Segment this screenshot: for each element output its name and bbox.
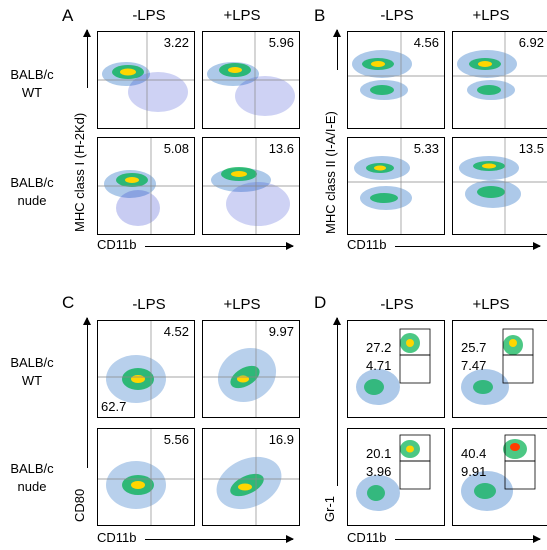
plot-d-wt-plus-lps: 25.7 7.47 [452, 320, 547, 418]
plot-a-nude-plus-lps: 13.6 [202, 137, 300, 235]
density-scatter [453, 138, 547, 234]
panel-d-col-minus-lps: -LPS [380, 296, 414, 313]
panel-b-col-minus-lps: -LPS [380, 7, 414, 24]
panel-c-ylabel: CD80 [72, 489, 87, 522]
panel-a-xlabel: CD11b [97, 237, 137, 252]
gate-value-upper: 40.4 [461, 446, 487, 461]
density-scatter [203, 321, 299, 417]
density-scatter [348, 32, 444, 128]
panel-a-row-wt: BALB/c WT [10, 67, 54, 100]
ylabel-text: CD80 [72, 488, 87, 522]
quadrant-value: 6.92 [518, 35, 544, 50]
quadrant-value: 4.52 [163, 324, 189, 339]
panel-d-col-plus-lps: +LPS [472, 296, 510, 313]
plot-b-nude-minus-lps: 5.33 [347, 137, 445, 235]
quadrant-value: 3.22 [163, 35, 189, 50]
density-scatter [356, 328, 431, 405]
gate-value-upper: 25.7 [461, 340, 487, 355]
panel-a-row-nude: BALB/c nude [10, 175, 54, 208]
panel-b-label: B [314, 6, 326, 25]
gate-value-lower: 7.47 [461, 358, 487, 373]
gate-value-upper: 27.2 [366, 340, 392, 355]
gate-value-upper: 20.1 [366, 446, 392, 461]
panel-a-y-arrow [83, 29, 91, 88]
plot-a-wt-minus-lps: 3.22 [97, 31, 195, 129]
density-scatter [98, 32, 194, 128]
quadrant-value: 5.96 [268, 35, 294, 50]
plot-c-nude-minus-lps: 5.56 [97, 428, 195, 526]
plot-d-nude-plus-lps: 40.4 9.91 [452, 428, 547, 526]
density-scatter [203, 32, 299, 128]
panel-b-y-arrow [333, 29, 341, 70]
panel-a-label: A [62, 6, 74, 25]
panel-c-x-arrow [145, 535, 294, 543]
panel-d-x-arrow [395, 535, 541, 543]
quadrant-value: 5.56 [163, 432, 189, 447]
density-scatter [453, 32, 547, 128]
panel-d-label: D [314, 293, 327, 312]
ylabel-text: MHC class II (I-A/I-E) [323, 111, 338, 234]
panel-d-y-arrow [333, 317, 341, 486]
panel-b-x-arrow [395, 242, 541, 250]
panel-c-col-minus-lps: -LPS [132, 296, 166, 313]
quadrant-value: 4.56 [413, 35, 439, 50]
density-scatter [203, 429, 299, 525]
panel-c-label: C [62, 293, 75, 312]
panel-c-row-nude: BALB/c nude [10, 461, 54, 494]
plot-b-nude-plus-lps: 13.5 [452, 137, 547, 235]
panel-d-ylabel: Gr-1 [322, 496, 337, 522]
plot-d-nude-minus-lps: 20.1 3.96 [347, 428, 445, 526]
ylabel-text: Gr-1 [322, 496, 337, 522]
density-scatter [461, 434, 536, 511]
plot-b-wt-plus-lps: 6.92 [452, 31, 547, 129]
plot-c-nude-plus-lps: 16.9 [202, 428, 300, 526]
plot-a-nude-minus-lps: 5.08 [97, 137, 195, 235]
ylabel-text: MHC class I (H-2Kd) [72, 112, 87, 232]
panel-a-x-arrow [145, 242, 294, 250]
panel-b-xlabel: CD11b [347, 237, 387, 252]
panel-b-ylabel: MHC class II (I-A/I-E) [323, 111, 338, 234]
panel-a-ylabel: MHC class I (H-2Kd) [72, 113, 87, 232]
plot-d-wt-minus-lps: 27.2 4.71 [347, 320, 445, 418]
panel-a-col-minus-lps: -LPS [132, 7, 166, 24]
quadrant-value: 13.6 [268, 141, 294, 156]
panel-a-col-plus-lps: +LPS [223, 7, 261, 24]
plot-a-wt-plus-lps: 5.96 [202, 31, 300, 129]
panel-c-xlabel: CD11b [97, 530, 137, 545]
density-scatter [98, 321, 194, 417]
gate-value-lower: 9.91 [461, 464, 487, 479]
quadrant-value: 5.08 [163, 141, 189, 156]
plot-c-wt-minus-lps: 4.52 62.7 [97, 320, 195, 418]
gate-value-lower: 4.71 [366, 358, 392, 373]
panel-b-col-plus-lps: +LPS [472, 7, 510, 24]
quadrant-value: 16.9 [268, 432, 294, 447]
panel-c-col-plus-lps: +LPS [223, 296, 261, 313]
density-scatter [98, 429, 194, 525]
density-scatter [356, 434, 431, 511]
quadrant-value: 9.97 [268, 324, 294, 339]
panel-c-y-arrow [83, 317, 91, 468]
density-scatter [461, 328, 534, 405]
panel-d-xlabel: CD11b [347, 530, 387, 545]
plot-c-wt-plus-lps: 9.97 [202, 320, 300, 418]
panel-c-row-wt: BALB/c WT [10, 355, 54, 388]
density-scatter [203, 138, 299, 234]
quadrant-value-lower-left: 62.7 [101, 399, 127, 414]
quadrant-value: 5.33 [413, 141, 439, 156]
plot-b-wt-minus-lps: 4.56 [347, 31, 445, 129]
density-scatter [348, 138, 444, 234]
density-scatter [98, 138, 194, 234]
gate-value-lower: 3.96 [366, 464, 392, 479]
quadrant-value: 13.5 [518, 141, 544, 156]
